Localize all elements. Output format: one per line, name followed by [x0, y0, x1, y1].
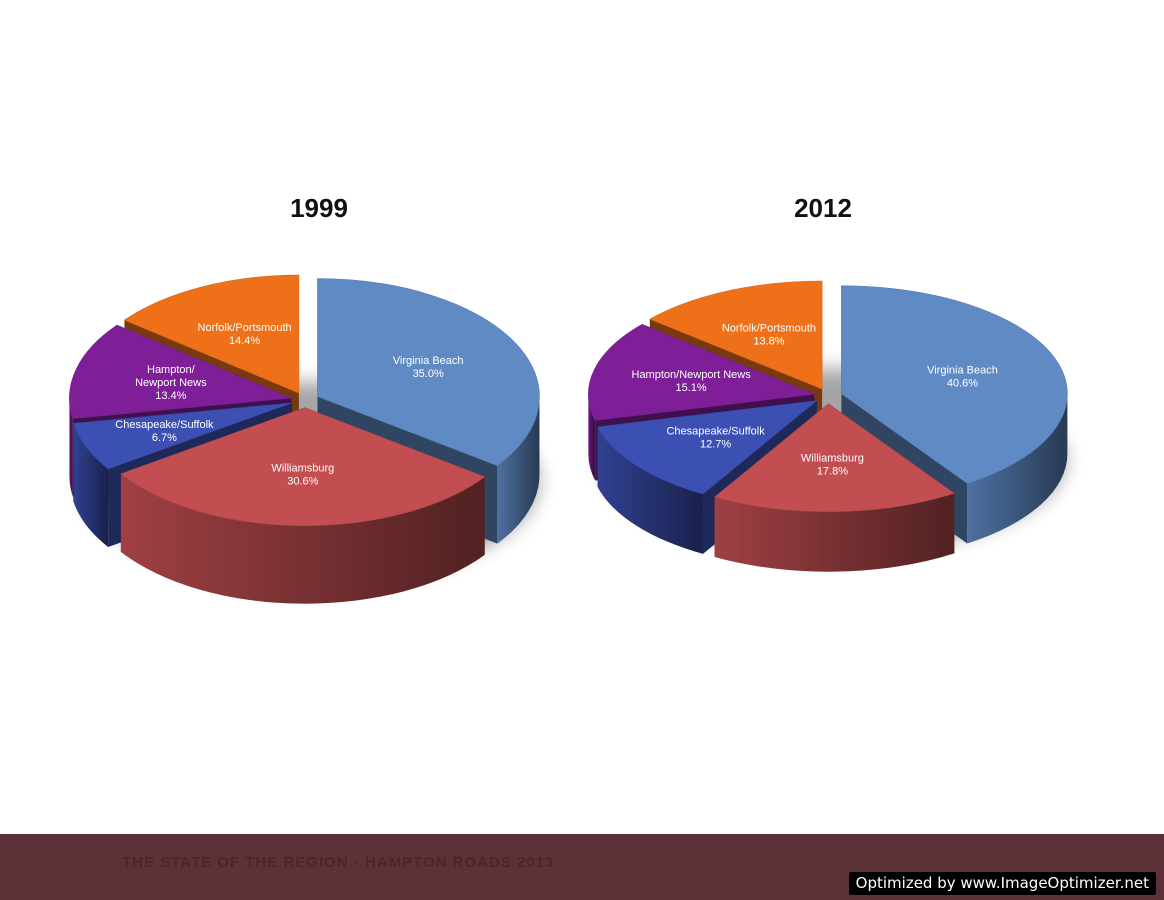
- slice-value-label: 17.8%: [817, 466, 848, 478]
- slice-label-virginia-beach: Virginia Beach 40.6%: [927, 365, 998, 390]
- pie-slice-williamsburg: [120, 407, 486, 604]
- slice-top-face: [588, 324, 815, 421]
- slice-top-face: [649, 280, 823, 390]
- slice-name-label: Hampton/: [147, 364, 196, 376]
- slice-label-hampton-newport-news: Hampton/Newport News 13.4%: [135, 364, 207, 402]
- slice-label-chesapeake-suffolk: Chesapeake/Suffolk 6.7%: [115, 419, 214, 444]
- slice-label-williamsburg: Williamsburg 30.6%: [271, 462, 334, 487]
- slice-value-label: 12.7%: [700, 438, 731, 450]
- slice-outer-wall: [714, 493, 955, 572]
- chart-title-2012: 2012: [794, 193, 852, 223]
- slice-name-label: Virginia Beach: [927, 365, 998, 377]
- slice-name-label: Williamsburg: [801, 453, 864, 465]
- slice-label-norfolk-portsmouth: Norfolk/Portsmouth 13.8%: [722, 323, 816, 348]
- slice-name-label: Newport News: [135, 377, 207, 389]
- slice-name-label: Williamsburg: [271, 462, 334, 474]
- pie-chart-1999: Virginia Beach 35.0% Williamsburg 30.6% Ches…: [69, 274, 540, 604]
- slice-name-label: Chesapeake/Suffolk: [115, 419, 214, 431]
- slice-name-label: Hampton/Newport News: [632, 369, 752, 381]
- slice-value-label: 6.7%: [152, 432, 177, 444]
- slice-top-face: [317, 278, 540, 466]
- slice-outer-wall: [120, 473, 485, 604]
- chart-title-1999: 1999: [290, 193, 348, 223]
- slice-value-label: 30.6%: [287, 475, 318, 487]
- slice-top-face: [120, 407, 486, 526]
- slice-outer-wall: [69, 398, 73, 497]
- slice-top-face: [123, 274, 300, 394]
- slice-outer-wall: [597, 426, 703, 554]
- slice-top-face: [72, 402, 293, 470]
- slice-value-label: 14.4%: [229, 335, 260, 347]
- slice-outer-wall: [967, 393, 1068, 544]
- slice-top-face: [597, 400, 818, 495]
- slice-label-virginia-beach: Virginia Beach 35.0%: [393, 355, 464, 380]
- slice-label-williamsburg: Williamsburg 17.8%: [801, 453, 864, 478]
- footer-text: THE STATE OF THE REGION · HAMPTON ROADS …: [122, 854, 555, 871]
- footer-bar: THE STATE OF THE REGION · HAMPTON ROADS …: [0, 834, 1164, 900]
- slice-value-label: 13.4%: [155, 390, 186, 402]
- slice-value-label: 13.8%: [753, 336, 784, 348]
- slice-name-label: Virginia Beach: [393, 355, 464, 367]
- pie-slice-williamsburg: [713, 403, 955, 572]
- slice-outer-wall: [497, 396, 540, 544]
- slice-label-chesapeake-suffolk: Chesapeake/Suffolk 12.7%: [666, 425, 765, 450]
- slice-label-norfolk-portsmouth: Norfolk/Portsmouth 14.4%: [198, 322, 292, 347]
- pie-chart-2012: Virginia Beach 40.6% Williamsburg 17.8% Ches…: [588, 280, 1068, 572]
- watermark: Optimized by www.ImageOptimizer.net: [848, 872, 1156, 895]
- slice-label-hampton-newport-news: Hampton/Newport News 15.1%: [632, 369, 752, 394]
- slice-top-face: [713, 403, 955, 512]
- slice-name-label: Norfolk/Portsmouth: [198, 322, 292, 334]
- slice-value-label: 35.0%: [413, 368, 444, 380]
- slice-top-face: [841, 285, 1068, 484]
- slice-name-label: Norfolk/Portsmouth: [722, 323, 816, 335]
- charts-area: 1999 2012 Virginia Beach 35.0%Williamsbur…: [69, 193, 1068, 604]
- slice-top-face: [69, 324, 292, 419]
- slice-outer-wall: [588, 394, 596, 481]
- slice-value-label: 40.6%: [947, 378, 978, 390]
- slice-name-label: Chesapeake/Suffolk: [666, 425, 765, 437]
- slice-value-label: 15.1%: [676, 382, 707, 394]
- slice-outer-wall: [73, 423, 109, 548]
